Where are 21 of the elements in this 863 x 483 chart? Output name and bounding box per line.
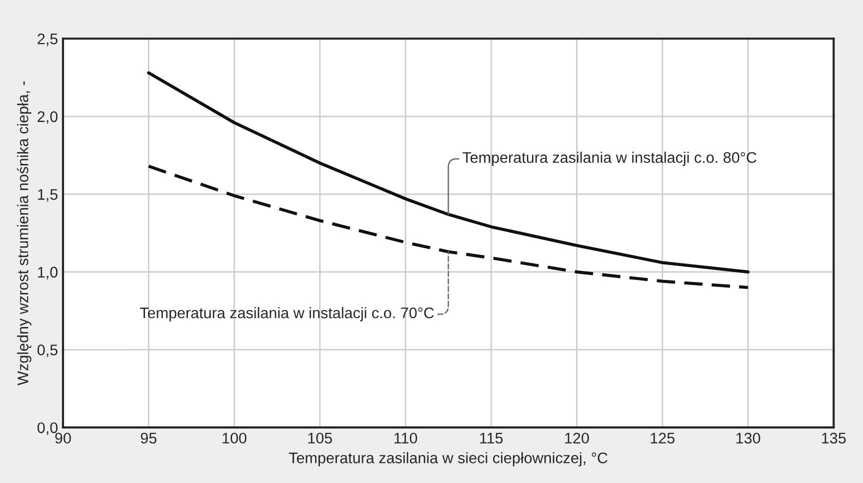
y-tick-label: 0,5 <box>38 344 58 358</box>
x-tick-label: 95 <box>140 432 156 444</box>
x-tick-label: 105 <box>308 432 332 444</box>
x-tick-label: 90 <box>55 432 71 444</box>
x-tick-label: 100 <box>222 432 246 444</box>
annotation: Temperatura zasilania w instalacji c.o. 70°C <box>140 307 434 322</box>
x-tick-label: 125 <box>650 432 675 444</box>
y-tick-label: 2,0 <box>38 111 58 124</box>
x-axis-title: Temperatura zasilania w sieci ciepłowniczej, °C <box>288 452 608 466</box>
line-series <box>147 164 750 290</box>
y-axis-title: Względny wzrost strumienia nośnika ciepła, - <box>16 81 32 386</box>
x-tick-label: 110 <box>394 432 418 444</box>
y-tick-label: 1,5 <box>38 189 58 202</box>
y-tick-label: 1,0 <box>38 266 58 280</box>
x-tick-label: 120 <box>565 432 589 444</box>
x-tick-label: 130 <box>736 432 760 444</box>
y-tick-label: 2,5 <box>38 34 58 46</box>
y-tick-label: 0,0 <box>38 422 58 435</box>
annotation: Temperatura zasilania w instalacji c.o. 80°C <box>462 152 756 166</box>
x-tick-label: 135 <box>822 432 846 444</box>
x-tick-label: 115 <box>480 432 503 444</box>
